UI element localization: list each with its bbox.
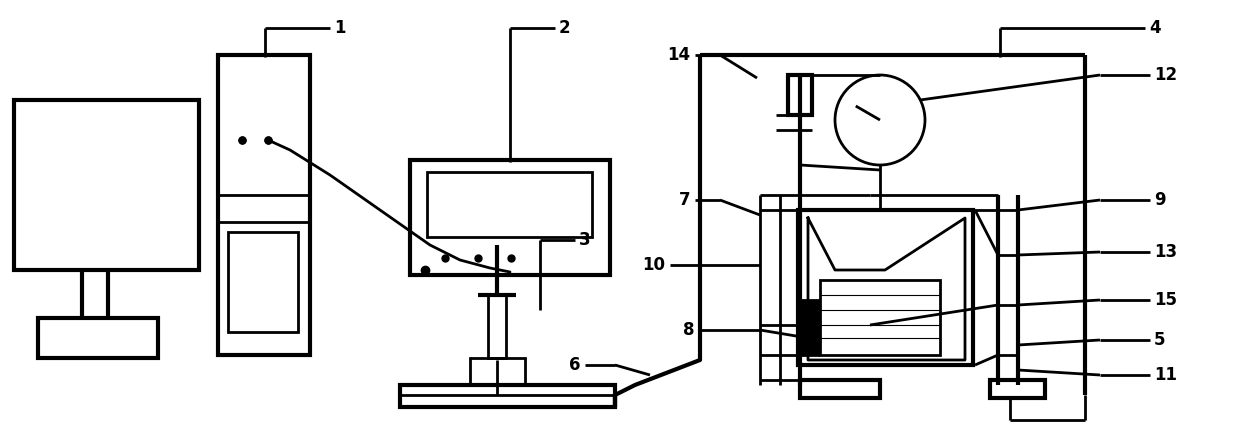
Text: 14: 14: [667, 46, 689, 64]
Bar: [800, 380, 880, 398]
Bar: [410, 160, 610, 275]
Bar: [218, 55, 310, 355]
Text: 5: 5: [1154, 331, 1166, 349]
Text: 12: 12: [1154, 66, 1177, 84]
Bar: [990, 380, 1045, 398]
Bar: [38, 318, 157, 358]
Bar: [228, 232, 298, 332]
Bar: [14, 100, 198, 270]
Text: 13: 13: [1154, 243, 1177, 261]
Text: 9: 9: [1154, 191, 1166, 209]
Bar: [401, 385, 615, 407]
Text: 6: 6: [568, 356, 580, 374]
Text: 4: 4: [1149, 19, 1161, 37]
Text: 1: 1: [334, 19, 346, 37]
Bar: [427, 172, 591, 237]
Bar: [799, 300, 818, 355]
Text: 11: 11: [1154, 366, 1177, 384]
Bar: [820, 280, 940, 355]
Bar: [489, 295, 506, 358]
Text: 3: 3: [579, 231, 590, 249]
Bar: [787, 75, 812, 115]
Text: 2: 2: [559, 19, 570, 37]
Text: 10: 10: [642, 256, 665, 274]
Bar: [470, 358, 525, 385]
Text: 7: 7: [678, 191, 689, 209]
Bar: [799, 210, 973, 365]
Text: 8: 8: [683, 321, 694, 339]
Text: 15: 15: [1154, 291, 1177, 309]
